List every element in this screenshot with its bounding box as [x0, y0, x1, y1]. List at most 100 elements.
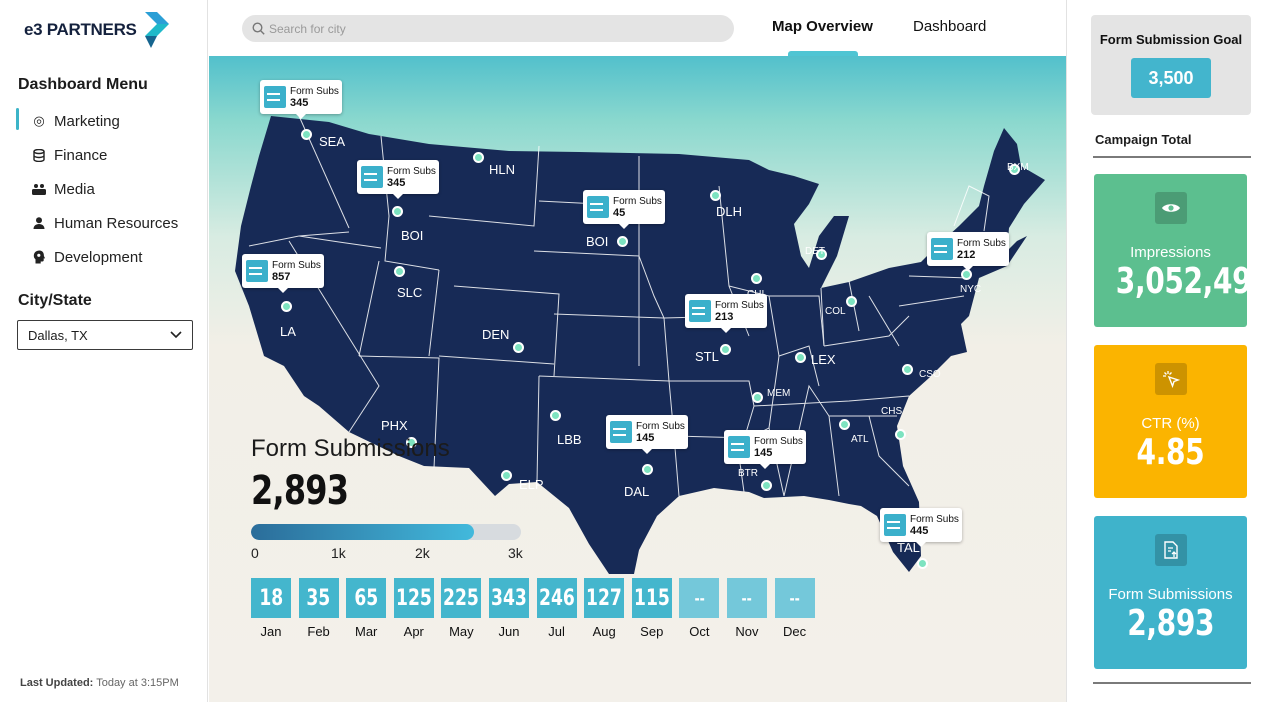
- city-label: ELP: [519, 477, 544, 492]
- callout-label: Form Subs: [715, 299, 764, 311]
- month-sep: 115 Sep: [631, 578, 672, 639]
- month-value-box[interactable]: 35: [298, 578, 339, 618]
- callout-text: Form Subs 145: [754, 436, 803, 459]
- city-marker[interactable]: [617, 236, 628, 247]
- city-marker[interactable]: [795, 352, 806, 363]
- month-jun: 343 Jun: [488, 578, 529, 639]
- city-marker[interactable]: [751, 273, 762, 284]
- city-marker[interactable]: [1009, 164, 1020, 175]
- city-marker[interactable]: [301, 129, 312, 140]
- month-jul: 246 Jul: [536, 578, 577, 639]
- menu-item-media[interactable]: Media: [16, 172, 196, 206]
- form-submissions-card[interactable]: Form Submissions 2,893: [1094, 516, 1247, 669]
- callout-text: Form Subs 445: [910, 514, 959, 537]
- callout-label: Form Subs: [272, 259, 321, 271]
- city-marker[interactable]: [501, 470, 512, 481]
- city-marker[interactable]: [406, 437, 417, 448]
- month-value-box[interactable]: 225: [441, 578, 482, 618]
- form-subs-callout[interactable]: Form Subs 145: [724, 430, 806, 469]
- us-map[interactable]: SEAHLNBOIBOISLCLADENPHXLBBELPDALSTLCHIDL…: [209, 56, 1066, 702]
- city-marker[interactable]: [917, 558, 928, 569]
- form-subs-callout[interactable]: Form Subs 145: [606, 415, 688, 454]
- callout-label: Form Subs: [754, 435, 803, 447]
- city-label: HLN: [489, 162, 516, 177]
- menu-item-finance[interactable]: Finance: [16, 138, 196, 172]
- menu-item-label: Marketing: [54, 112, 120, 130]
- search-input[interactable]: [269, 21, 709, 36]
- progress-tick: 2k: [415, 545, 430, 561]
- form-submission-goal: Form Submission Goal 3,500: [1091, 15, 1251, 115]
- city-label: BTR: [738, 468, 758, 479]
- card-title: Impressions: [1130, 244, 1211, 261]
- city-marker[interactable]: [394, 266, 405, 277]
- tab-dashboard[interactable]: Dashboard: [913, 18, 987, 35]
- form-subs-callout[interactable]: Form Subs 213: [685, 294, 767, 333]
- menu-item-marketing[interactable]: ◎ Marketing: [16, 104, 196, 138]
- tab-map-overview[interactable]: Map Overview: [772, 18, 873, 35]
- city-marker[interactable]: [846, 296, 857, 307]
- city-marker[interactable]: [752, 392, 763, 403]
- city-marker[interactable]: [550, 410, 561, 421]
- city-marker[interactable]: [895, 429, 906, 440]
- form-subs-callout[interactable]: Form Subs 857: [242, 254, 324, 293]
- month-value-box[interactable]: 127: [584, 578, 625, 618]
- month-value: 18: [259, 585, 283, 611]
- city-marker[interactable]: [513, 342, 524, 353]
- month-value-box[interactable]: 18: [251, 578, 291, 618]
- city-marker[interactable]: [839, 419, 850, 430]
- city-label: CSO: [919, 369, 941, 380]
- city-marker[interactable]: [710, 190, 721, 201]
- callout-text: Form Subs 145: [636, 421, 685, 444]
- form-subs-callout[interactable]: Form Subs 212: [927, 232, 1009, 271]
- menu-item-development[interactable]: Development: [16, 240, 196, 274]
- city-marker[interactable]: [392, 206, 403, 217]
- month-value-box[interactable]: --: [774, 578, 815, 618]
- month-value-box[interactable]: 115: [631, 578, 672, 618]
- city-marker[interactable]: [816, 249, 827, 260]
- city-state-select[interactable]: Dallas, TX: [17, 320, 193, 350]
- city-marker[interactable]: [473, 152, 484, 163]
- brand-logo[interactable]: e3 PARTNERS: [24, 10, 171, 50]
- card-value: 4.85: [1136, 432, 1205, 473]
- callout-text: Form Subs 345: [387, 166, 436, 189]
- checklist-icon: [587, 196, 609, 218]
- city-marker[interactable]: [281, 301, 292, 312]
- month-value-box[interactable]: 343: [488, 578, 529, 618]
- callout-value: 445: [910, 524, 929, 537]
- month-value-box[interactable]: 125: [393, 578, 434, 618]
- callout-label: Form Subs: [957, 237, 1006, 249]
- form-subs-callout[interactable]: Form Subs 445: [880, 508, 962, 547]
- city-label: LEX: [811, 352, 836, 367]
- city-search[interactable]: [242, 15, 734, 42]
- city-marker[interactable]: [642, 464, 653, 475]
- active-tab-indicator: [788, 51, 858, 56]
- sidebar: e3 PARTNERS Dashboard Menu ◎ Marketing F…: [0, 0, 208, 702]
- checklist-icon: [884, 514, 906, 536]
- month-value-box[interactable]: --: [726, 578, 767, 618]
- campaign-total-title: Campaign Total: [1095, 132, 1192, 147]
- callout-label: Form Subs: [387, 165, 436, 177]
- month-value: --: [741, 588, 753, 608]
- checklist-icon: [689, 300, 711, 322]
- month-label: Feb: [307, 624, 330, 639]
- impressions-card[interactable]: Impressions 3,052,490: [1094, 174, 1269, 327]
- form-subs-callout[interactable]: Form Subs 345: [357, 160, 439, 199]
- ctr-card[interactable]: CTR (%) 4.85: [1094, 345, 1247, 498]
- month-label: Apr: [403, 624, 424, 639]
- month-value-box[interactable]: 246: [536, 578, 577, 618]
- form-subs-callout[interactable]: Form Subs 345: [260, 80, 342, 119]
- callout-text: Form Subs 213: [715, 300, 764, 323]
- city-label: COL: [825, 306, 846, 317]
- month-value-box[interactable]: --: [679, 578, 720, 618]
- city-marker[interactable]: [720, 344, 731, 355]
- month-label: Jul: [548, 624, 565, 639]
- form-subs-callout[interactable]: Form Subs 45: [583, 190, 665, 229]
- menu-item-human-resources[interactable]: Human Resources: [16, 206, 196, 240]
- divider: [1093, 156, 1251, 158]
- city-marker[interactable]: [902, 364, 913, 375]
- eye-icon: [1154, 192, 1187, 224]
- checklist-icon: [610, 421, 632, 443]
- city-marker[interactable]: [761, 480, 772, 491]
- month-value-box[interactable]: 65: [346, 578, 387, 618]
- menu-item-label: Media: [54, 180, 95, 198]
